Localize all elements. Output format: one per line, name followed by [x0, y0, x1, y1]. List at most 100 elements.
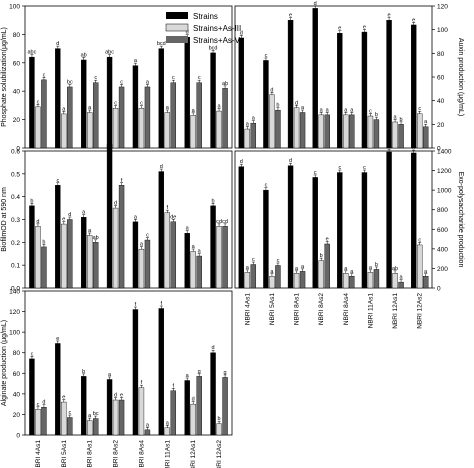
panel-4-ylabel: Exo-polysaccharide production: [457, 172, 464, 268]
panel-1-ytick-label: 0: [16, 146, 20, 153]
panel-5-xtick-label: NBRI 12As1: [190, 440, 197, 468]
panel-4-sig-letter: e: [326, 236, 329, 242]
panel-1-frame: [24, 5, 233, 149]
panel-4-xtick-label: NBRI 12As1: [392, 293, 399, 329]
panel-1-sig-letter: a: [192, 108, 196, 114]
panel-1-sig-letter: c: [43, 72, 46, 78]
panel-5-ytick-label: 40: [13, 391, 21, 398]
panel-5-bar-strains-2: [55, 343, 61, 436]
panel-2-sig-letter: c: [369, 109, 372, 115]
panel-4-sig-letter: c: [314, 170, 317, 176]
chart-legend: Strains Strains+As-III Strains+As-V: [165, 12, 241, 45]
panel-5-ylabel: Alginate production (μg/mL): [1, 320, 8, 406]
panel-4-ytick-label: 1200: [437, 168, 452, 175]
panel-2-bar-as-iii-1: [244, 128, 251, 149]
panel-1-sig-letter: c: [198, 75, 201, 81]
panel-5-bar-as-iii-6: [164, 427, 171, 436]
panel-2-sig-letter: e: [289, 13, 292, 19]
panel-1-sig-letter: a: [218, 104, 222, 110]
panel-5-bar-strains-8: [210, 352, 216, 436]
panel-2-bar-as-iii-5: [343, 114, 349, 149]
panel-2-ytick-label: 60: [437, 75, 445, 82]
legend-label-strains-as-v: Strains+As-V: [193, 36, 241, 45]
panel-1-bar-strains-1: [29, 56, 35, 149]
panel-3-ytick-label: 0.2: [11, 240, 20, 247]
panel-3-bar-strains-8: [210, 205, 216, 289]
panel-5-sig-letter: d: [114, 393, 117, 399]
panel-1-bar-as-iii-3: [86, 112, 93, 149]
panel-1-bar-as-iii-4: [112, 108, 119, 149]
panel-3-ytick-label: 0.1: [11, 263, 20, 270]
panel-4-sig-letter: a: [270, 269, 274, 275]
panel-4-frame: [234, 150, 433, 289]
panel-5-sig-letter: a: [186, 373, 190, 379]
panel-4-sig-letter: c: [277, 258, 280, 264]
panel-2-sig-letter: b: [375, 112, 378, 118]
panel-4-sig-letter: a: [295, 266, 299, 272]
panel-2-sig-letter: a: [252, 116, 256, 122]
panel-3-sig-letter: c: [56, 178, 59, 184]
panel-2-sig-letter: b: [276, 103, 279, 109]
panel-3-bar-as-v-6: [170, 221, 177, 289]
panel-4-bar-as-v-1: [250, 264, 257, 289]
panel-2-bar-as-iii-4: [318, 114, 324, 149]
legend-swatch-strains-as-v: [166, 36, 188, 43]
panel-3-bar-as-v-4: [118, 185, 125, 289]
panel-5-xtick-label: NBRI 12As2: [216, 440, 223, 468]
panel-4-sig-letter: a: [246, 265, 250, 271]
panel-3-bar-as-v-2: [67, 219, 73, 289]
panel-4-xtick-label: NBRI 8As4: [343, 293, 350, 326]
panel-5-bar-as-iii-4: [112, 399, 119, 436]
panel-1-sig-letter: a: [88, 105, 92, 111]
panel-2-bar-strains-8: [410, 24, 417, 149]
panel-5-ytick-label: 80: [13, 350, 21, 357]
panel-2-bar-strains-6: [361, 31, 368, 149]
panel-3-bar-strains-6: [158, 171, 165, 289]
panel-1-sig-letter: abc: [105, 50, 114, 56]
panel-3-sig-letter: b: [30, 198, 33, 204]
panel-1-sig-letter: bc: [67, 79, 73, 85]
panel-4-ytick-label: 1400: [437, 149, 452, 156]
panel-4-bar-as-v-2: [275, 265, 281, 289]
panel-1-bar-as-iii-7: [190, 115, 196, 149]
panel-1-bar-as-v-4: [118, 86, 125, 149]
chart-panel-3: 0.0 0.1 0.2 0.3 0.4 0.5 0.6 BiofilmOD at 590 nm…: [1, 137, 233, 293]
panel-5-xtick-label: NBRI 4As1: [35, 440, 42, 468]
panel-4-ytick-label: 400: [437, 246, 448, 253]
panel-4-ytick-label: 600: [437, 227, 448, 234]
panel-5-bar-strains-3: [80, 376, 87, 436]
panel-5-sig-letter: d: [212, 345, 215, 351]
panel-1-sig-letter: c: [172, 75, 175, 81]
panel-1-sig-letter: abc: [28, 50, 37, 56]
panel-2-bar-as-v-4: [324, 114, 330, 149]
panel-5-bar-as-v-8: [222, 377, 228, 436]
panel-1-bar-strains-6: [158, 48, 165, 149]
panel-4-sig-letter: a: [344, 266, 348, 272]
panel-5-sig-letter: b: [218, 416, 221, 422]
legend-swatch-strains-as-iii: [165, 23, 189, 32]
panel-2-sig-letter: e: [338, 26, 341, 32]
panel-2-sig-letter: a: [344, 107, 348, 113]
panel-3-bar-strains-4: [106, 143, 113, 289]
panel-3-bar-as-v-1: [41, 246, 47, 289]
chart-panel-2: 0 20 40 60 80 100 120 Auxin production (μg/mL) d…: [234, 1, 464, 153]
panel-2-sig-letter: a: [301, 105, 305, 111]
panel-5-sig-letter: e: [56, 336, 59, 342]
panel-3-bar-as-v-5: [144, 239, 151, 289]
panel-2-sig-letter: c: [265, 53, 268, 59]
panel-4-sig-letter: e: [388, 144, 391, 150]
panel-2-sig-letter: a: [326, 107, 330, 113]
panel-2-ytick-label: 20: [437, 122, 445, 129]
panel-1-sig-letter: c: [37, 99, 40, 105]
panel-4-sig-letter: c: [418, 237, 421, 243]
panel-4-xtick-label: NBRI 8As2: [318, 293, 325, 326]
panel-5-sig-letter: d: [192, 397, 195, 403]
panel-5-sig-letter: a: [146, 422, 150, 428]
panel-3-sig-letter: c: [146, 233, 149, 239]
panel-5-xtick-label: NBRI 11As1: [164, 440, 171, 468]
panel-1-bar-as-v-6: [170, 82, 177, 149]
panel-3-bar-as-iii-1: [35, 226, 41, 289]
panel-4-bar-strains-2: [263, 189, 269, 289]
panel-4-sig-letter: c: [363, 165, 366, 171]
panel-4-bar-strains-6: [361, 172, 368, 289]
